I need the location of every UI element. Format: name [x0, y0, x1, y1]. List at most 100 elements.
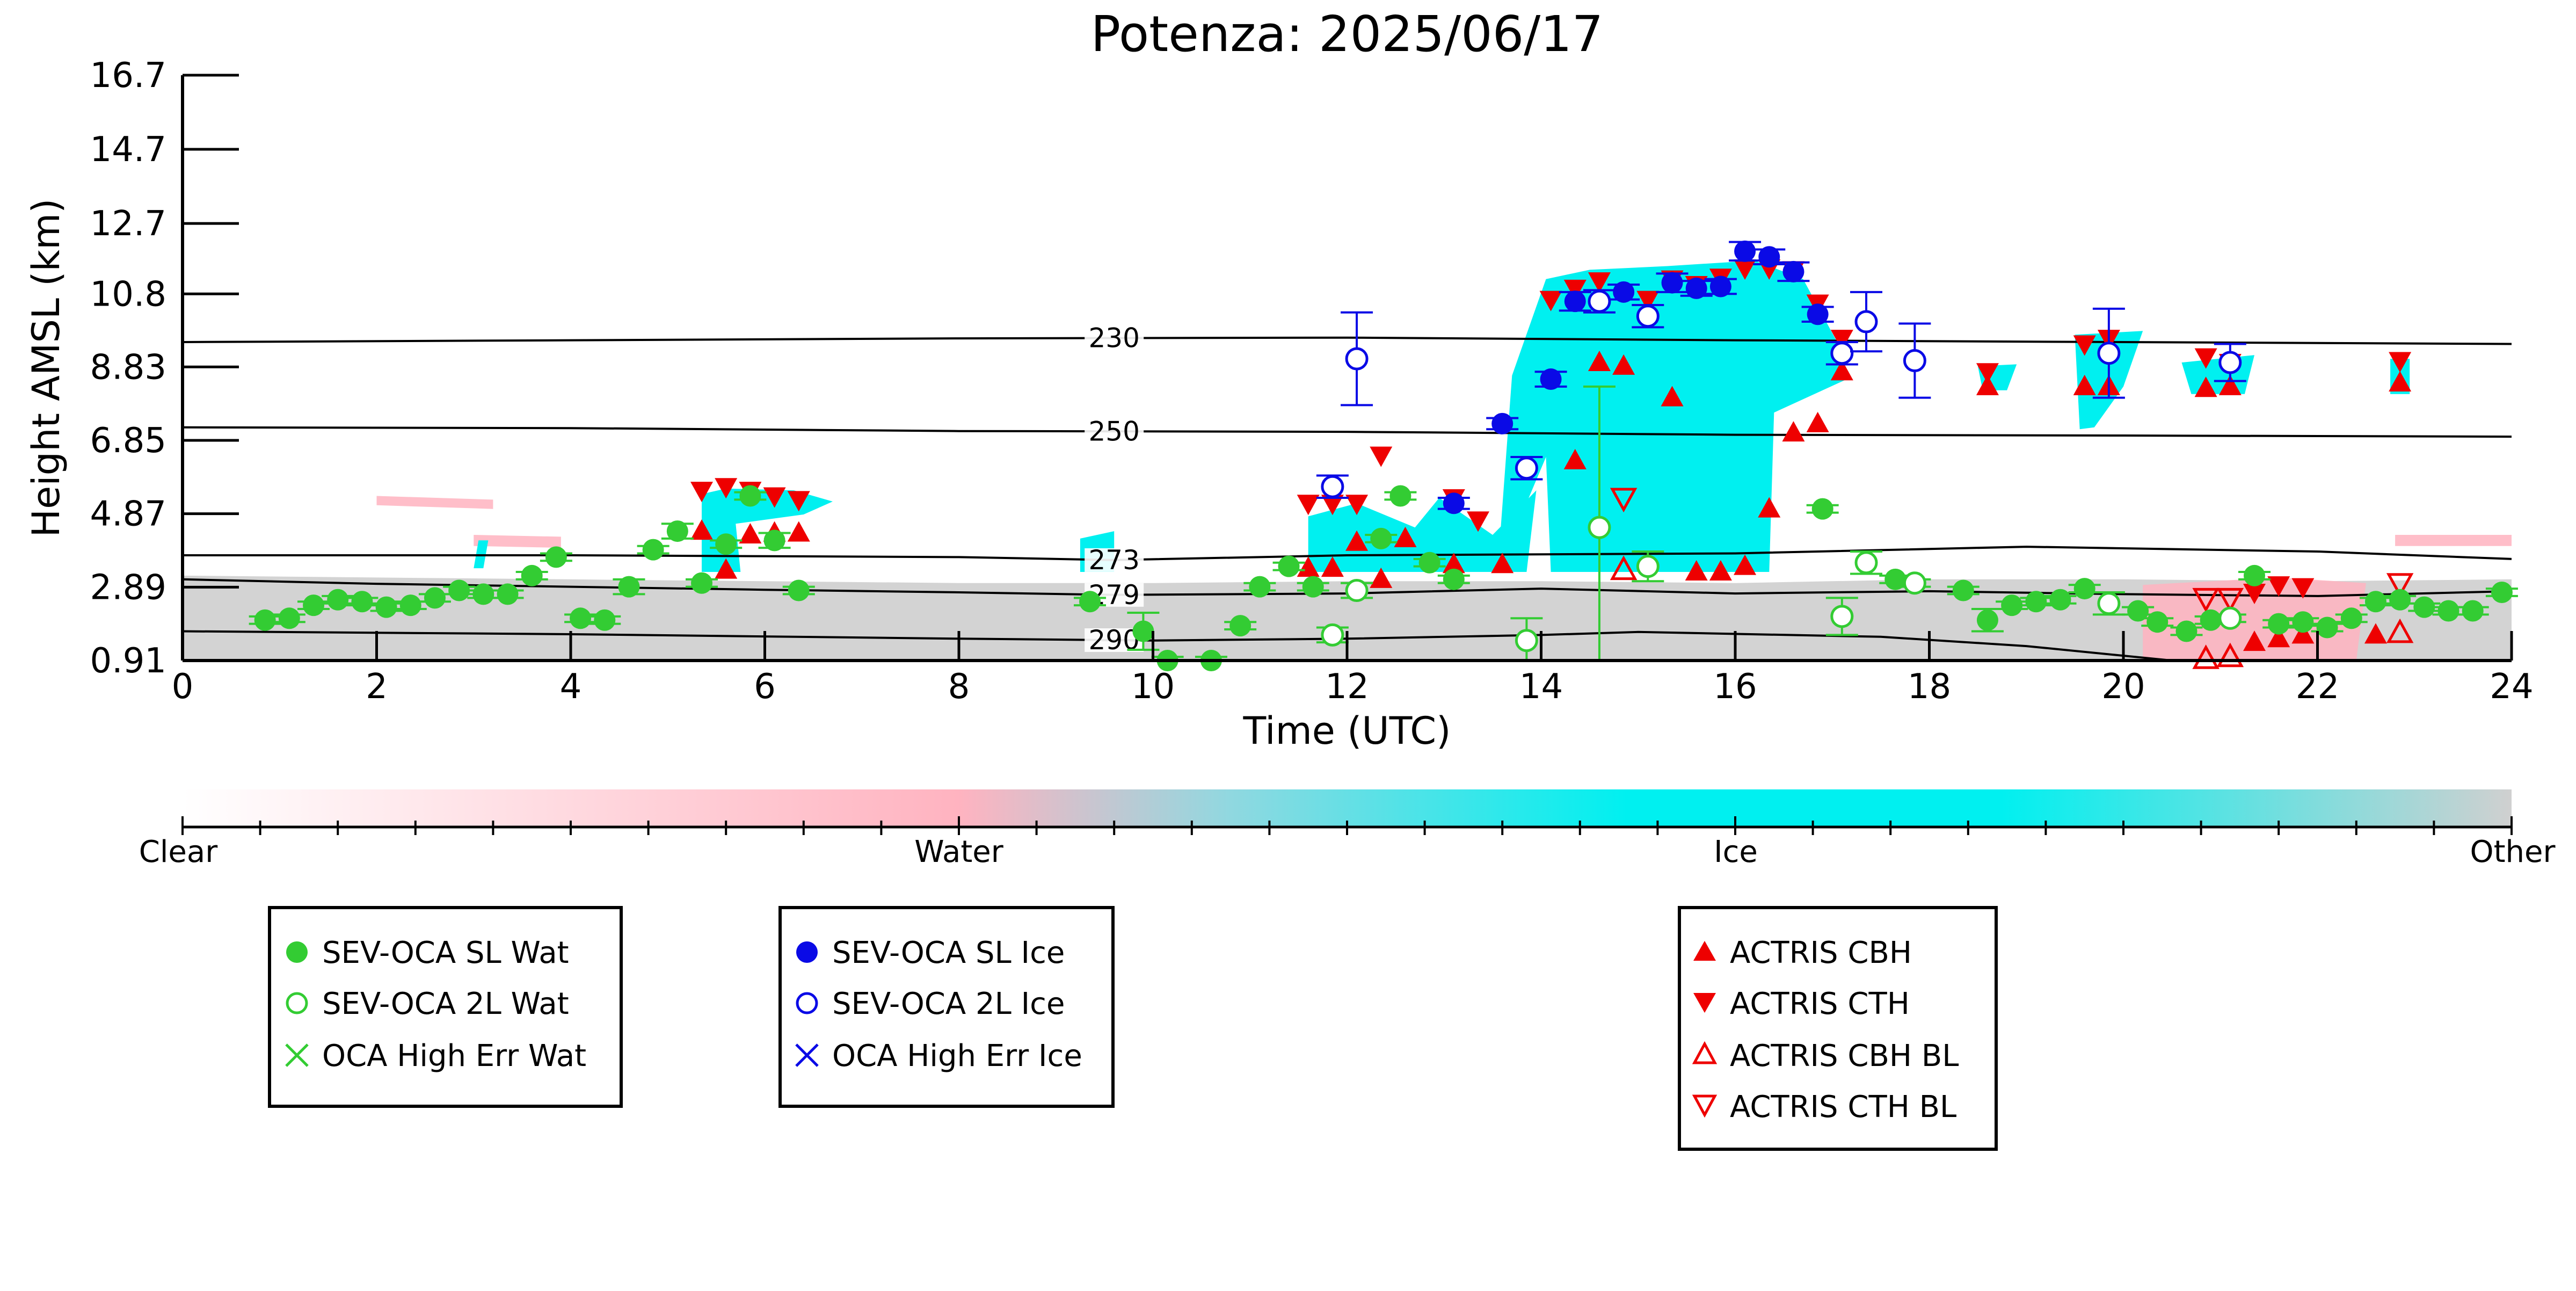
x-tick-label-8: 8: [948, 667, 970, 707]
x-ticks: 0 2 4 6 8 10 12 14 16 18 20 22 24: [172, 631, 2534, 707]
sev-oca-2l-ice-point: [2097, 342, 2121, 365]
x-tick-label-10: 10: [1131, 667, 1175, 707]
actris-cth-point: [2389, 352, 2412, 373]
sev-oca-sl-wat-point: [570, 607, 592, 629]
sev-oca-2l-wat-point: [1515, 629, 1538, 652]
isotherm-line-230: [183, 336, 2512, 345]
x-tick-label-4: 4: [560, 667, 582, 707]
sev-oca-sl-ice-point: [1709, 275, 1731, 298]
actris-cbh-point: [1321, 556, 1344, 577]
actris-cth-point: [787, 491, 810, 512]
actris-cth-point: [690, 482, 714, 503]
sev-oca-sl-wat-point: [375, 596, 397, 618]
sev-oca-sl-wat-point: [1884, 568, 1906, 590]
legend-label-cth-bl: ACTRIS CTH BL: [1730, 1090, 1956, 1125]
sev-oca-sl-wat-point: [1278, 555, 1300, 577]
actris-cth-point: [1830, 330, 1853, 351]
sev-oca-sl-wat-point: [2437, 600, 2459, 622]
legend-marker-2l-wat: [286, 992, 308, 1014]
isotherm-line-250: [183, 426, 2512, 438]
y-tick-label-0.91: 0.91: [90, 641, 167, 681]
isotherm-line-273: [183, 546, 2512, 561]
sev-oca-2l-wat-point: [1588, 516, 1611, 539]
y-tick-label-12.7: 12.7: [90, 204, 167, 244]
sev-oca-sl-ice-point: [1613, 281, 1635, 303]
sev-oca-sl-wat-point: [2364, 591, 2386, 613]
sev-oca-2l-ice-point: [1636, 304, 1660, 328]
sev-oca-sl-wat-point: [788, 579, 810, 601]
x-tick-label-18: 18: [1908, 667, 1951, 707]
isotherm-label-273: 273: [1088, 545, 1139, 576]
actris-cth-point: [2243, 583, 2266, 604]
sev-oca-2l-wat-point: [1854, 551, 1878, 575]
colorbar-label-ice: Ice: [1714, 835, 1758, 869]
actris-cth-point: [1321, 495, 1344, 516]
actris-cth-point: [2291, 578, 2315, 599]
y-axis-label: Height AMSL (km): [24, 199, 68, 538]
sev-oca-2l-ice-point: [1903, 349, 1926, 373]
actris-cth-point: [1976, 363, 1999, 384]
actris-cbh-point: [1394, 526, 1417, 547]
sev-oca-sl-wat-point: [399, 594, 421, 617]
y-tick-label-14.7: 14.7: [90, 130, 167, 170]
actris-cbh-point: [1491, 553, 1514, 574]
sev-oca-sl-wat-point: [1389, 485, 1411, 507]
sev-oca-2l-ice-point: [1515, 456, 1538, 480]
actris-cbh-bl-point: [2216, 642, 2244, 668]
actris-cbh-bl-point: [2386, 618, 2414, 643]
sev-oca-2l-ice-point: [1588, 289, 1611, 313]
x-tick-label-0: 0: [172, 667, 194, 707]
sev-oca-sl-wat-point: [1976, 609, 1998, 631]
actris-cbh-point: [787, 521, 810, 542]
sev-oca-sl-wat-point: [278, 607, 300, 629]
sev-oca-2l-wat-point: [2097, 592, 2121, 615]
ice-cloud-region-0: [702, 488, 833, 572]
x-tick-label-24: 24: [2490, 667, 2533, 707]
actris-cth-point: [1588, 272, 1611, 293]
actris-cth-point: [2267, 576, 2290, 597]
y-ticks: 0.91 2.89 4.87 6.85 8.83 10.8 12.7 14.7 16.7: [90, 56, 239, 681]
sev-oca-2l-wat-point: [1345, 579, 1369, 603]
sev-oca-sl-wat-point: [618, 576, 640, 598]
sev-oca-sl-wat-point: [448, 579, 470, 601]
water-cloud-region-1: [376, 496, 493, 509]
legend-label-2l-ice: SEV-OCA 2L Ice: [832, 987, 1065, 1021]
actris-cbh-point: [1345, 530, 1369, 551]
sev-oca-sl-wat-point: [2413, 596, 2435, 618]
sev-oca-sl-wat-point: [1229, 615, 1251, 637]
sev-oca-sl-wat-point: [666, 520, 688, 542]
actris-cbh-point: [739, 523, 762, 543]
legend-marker-sl-wat: [286, 941, 308, 963]
actris-cth-bl-point: [2216, 588, 2244, 613]
sev-oca-sl-wat-point: [1370, 527, 1392, 549]
sev-oca-2l-ice-point: [1321, 475, 1344, 498]
legend-water: SEV-OCA SL Wat SEV-OCA 2L Wat OCA High E…: [268, 906, 623, 1108]
sev-oca-sl-wat-point: [254, 609, 276, 631]
colorbar-ticks: [181, 816, 2513, 835]
actris-cbh-point: [2364, 623, 2387, 644]
actris-cbh-point: [2194, 376, 2217, 397]
x-tick-label-6: 6: [754, 667, 776, 707]
actris-cth-point: [1297, 495, 1320, 516]
y-tick-label-2.89: 2.89: [90, 568, 167, 607]
actris-cth-bl-point: [2192, 588, 2220, 613]
sev-oca-sl-ice-point: [1685, 277, 1707, 299]
sev-oca-2l-wat-point: [1830, 605, 1854, 628]
sev-oca-sl-wat-point: [2127, 600, 2149, 622]
y-tick-label-6.85: 6.85: [90, 421, 167, 461]
colorbar: Clear Water Ice Other: [139, 789, 2556, 869]
sev-oca-sl-ice-point: [1782, 260, 1804, 282]
legend-label-sl-ice: SEV-OCA SL Ice: [832, 935, 1065, 970]
sev-oca-sl-wat-point: [2340, 607, 2362, 629]
actris-cbh-point: [1442, 553, 1465, 574]
actris-cbh-point: [2389, 371, 2412, 391]
sev-oca-sl-wat-point: [594, 609, 616, 631]
sev-oca-sl-ice-point: [1540, 368, 1562, 390]
actris-cth-point: [1563, 279, 1587, 300]
sev-oca-2l-ice-point: [1830, 342, 1854, 365]
sev-oca-sl-wat-point: [2001, 594, 2023, 617]
legend-label-cbh: ACTRIS CBH: [1730, 935, 1912, 970]
x-tick-label-20: 20: [2101, 667, 2145, 707]
sev-oca-sl-wat-point: [2200, 609, 2222, 631]
sev-oca-sl-wat-point: [472, 583, 494, 605]
